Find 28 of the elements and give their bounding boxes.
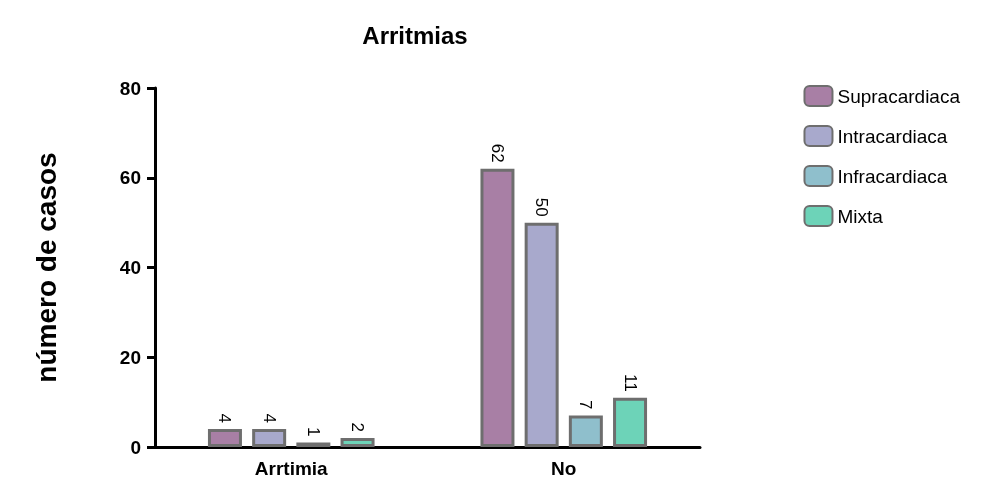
data-label: 4 — [215, 413, 235, 424]
y-tick-label: 0 — [130, 436, 141, 458]
data-label: 7 — [576, 400, 596, 410]
x-tick-label: Arrtimia — [254, 458, 329, 479]
bar — [252, 429, 287, 447]
legend-label: Mixta — [837, 205, 884, 227]
data-label: 11 — [620, 373, 640, 392]
bar — [480, 168, 515, 447]
legend-label: Intracardiaca — [837, 125, 948, 147]
y-tick-label: 40 — [119, 257, 141, 278]
bar — [613, 397, 648, 447]
data-label: 62 — [487, 143, 507, 163]
bar — [340, 438, 375, 447]
bar — [207, 429, 242, 447]
bar — [524, 222, 559, 447]
y-axis-title: número de casos — [30, 152, 62, 383]
data-label: 50 — [532, 197, 552, 217]
y-tick-label: 60 — [119, 167, 141, 189]
data-label: 1 — [303, 427, 323, 437]
data-label: 2 — [348, 422, 368, 433]
y-tick-label: 80 — [119, 77, 141, 99]
legend-label: Infracardiaca — [837, 165, 948, 187]
x-tick-label: No — [551, 458, 577, 479]
chart-title: Arritmias — [362, 21, 468, 49]
y-tick-label: 20 — [119, 346, 141, 368]
legend-label: Supracardiaca — [837, 85, 961, 107]
data-label: 4 — [259, 413, 279, 424]
bar — [568, 415, 603, 447]
